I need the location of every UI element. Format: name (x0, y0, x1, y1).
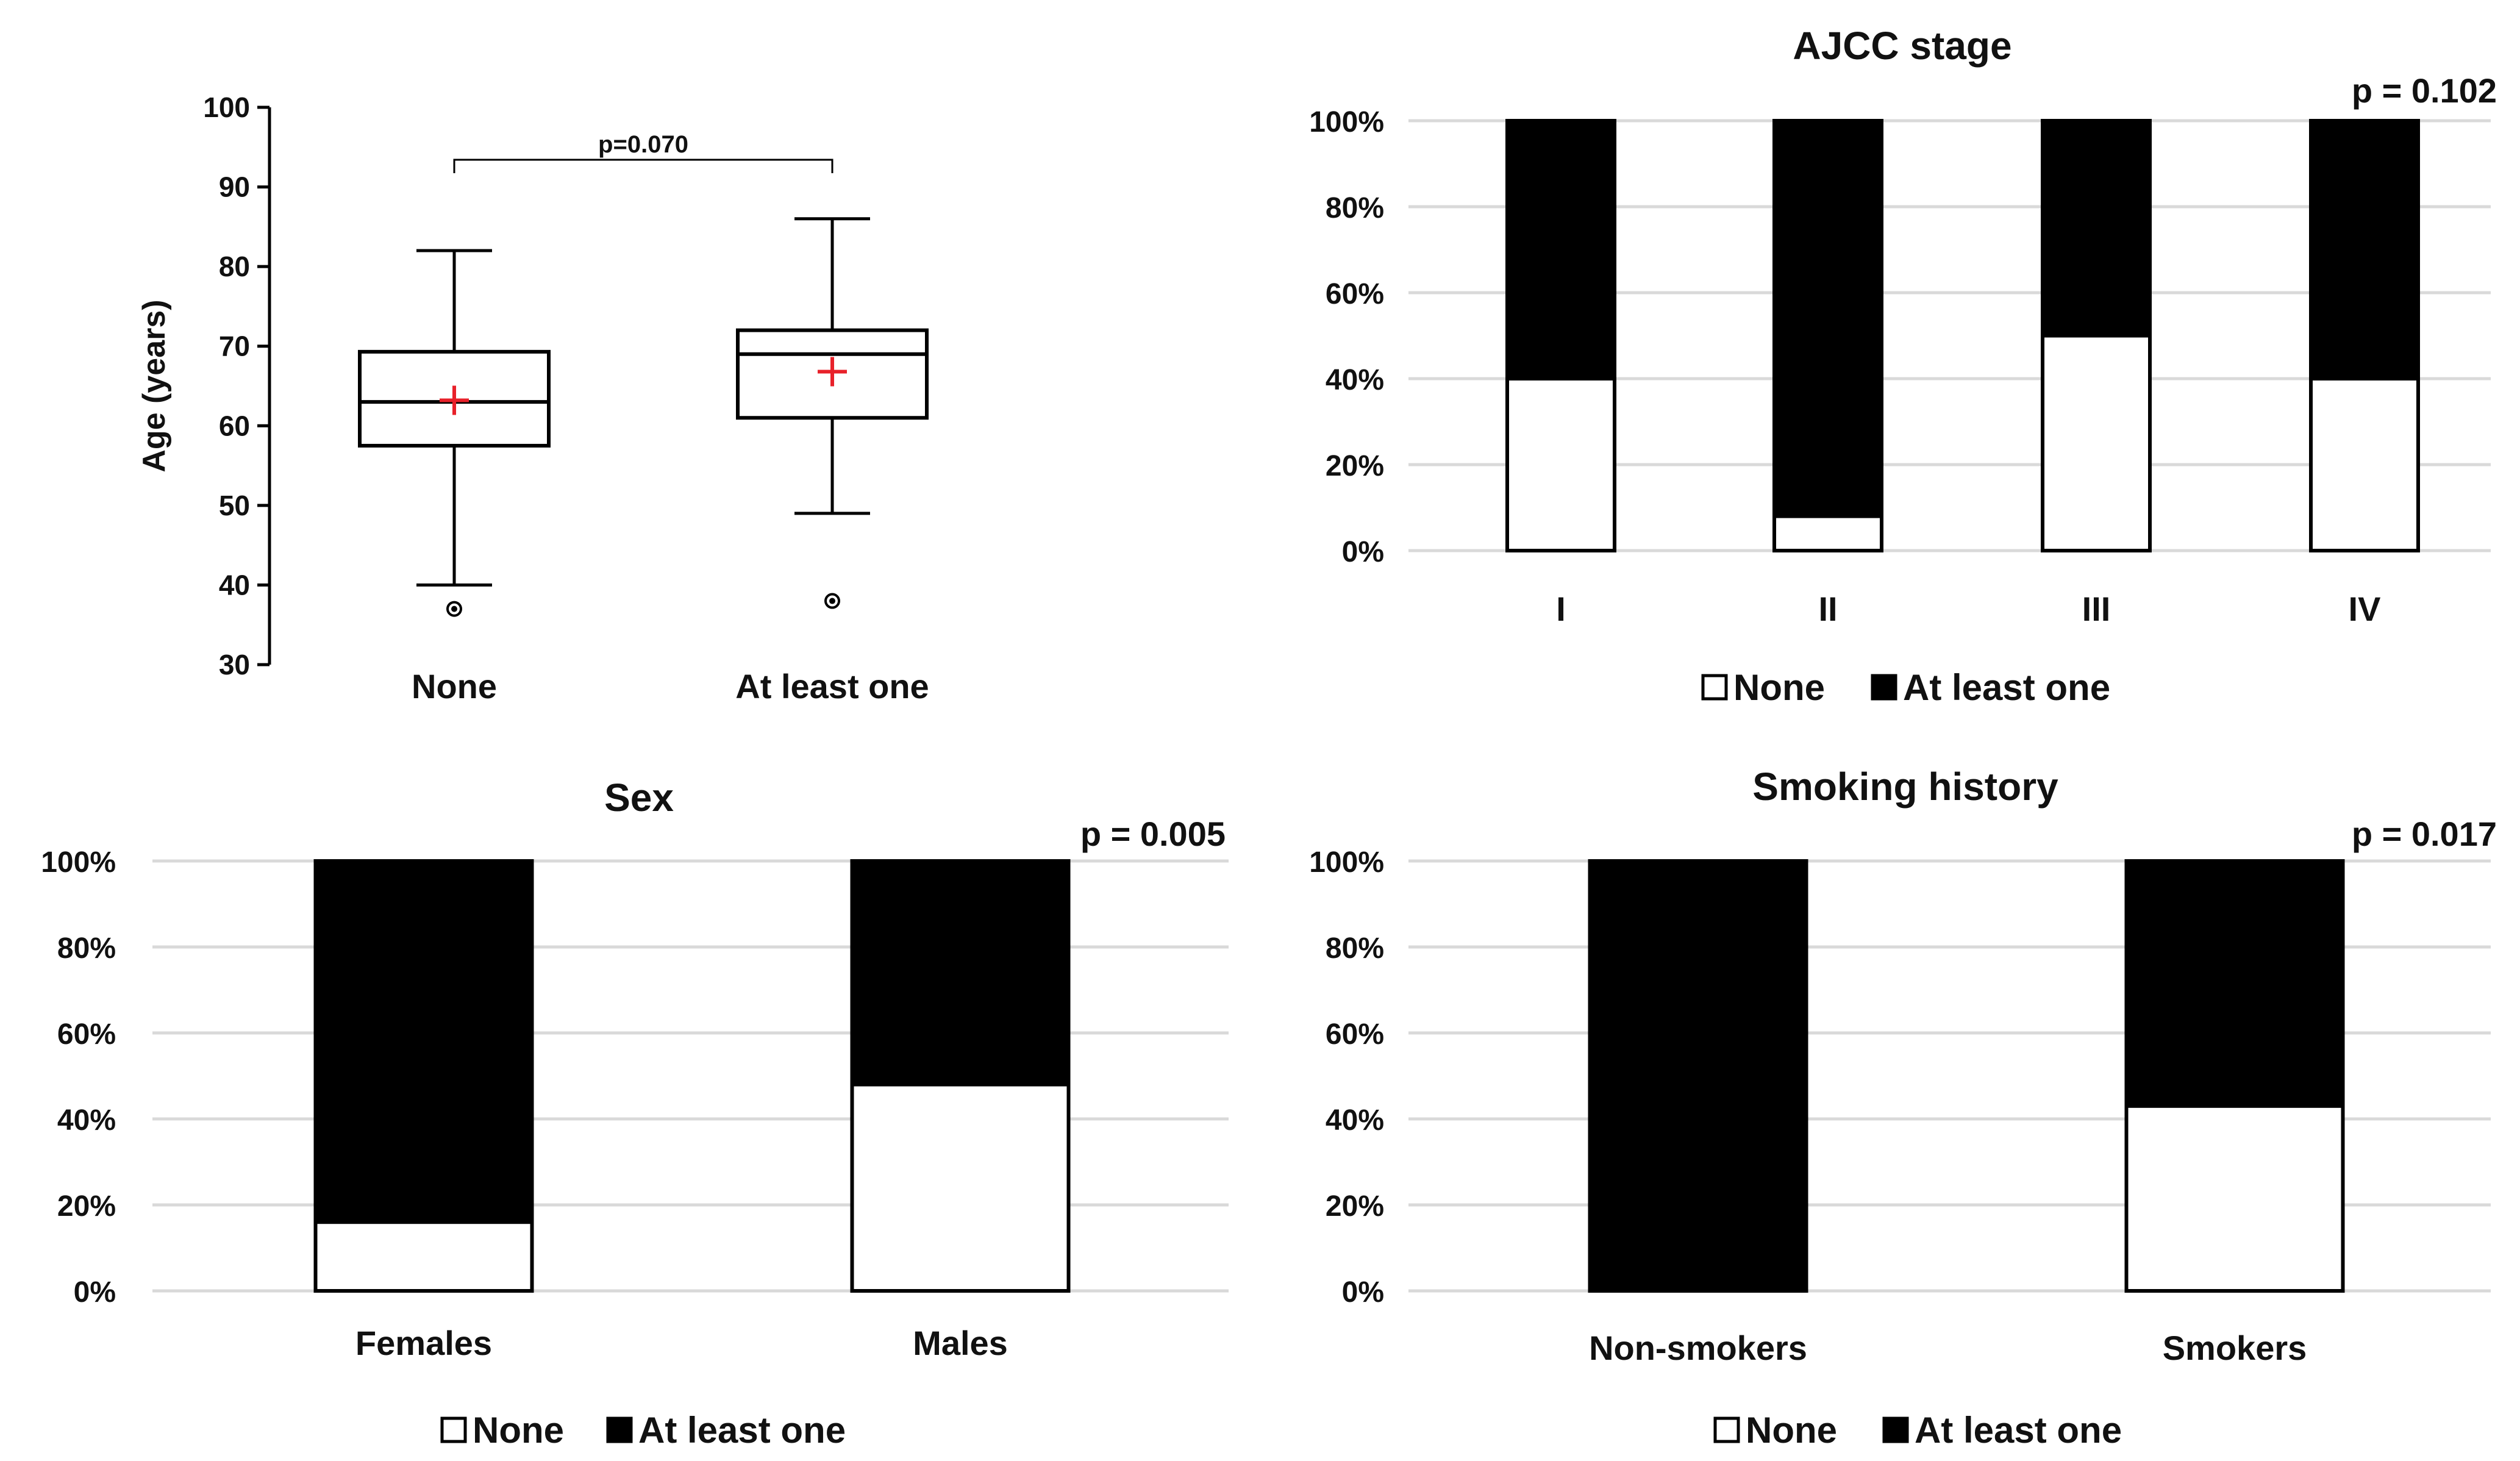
bar-segment-at-least-one (1505, 119, 1616, 380)
legend-label-none: None (473, 1410, 564, 1451)
y-tick-label: 0% (74, 1276, 116, 1309)
legend-swatch-at-least-one (1871, 674, 1897, 701)
legend-swatch-at-least-one (1882, 1416, 1909, 1443)
x-category-label: IV (2349, 590, 2381, 628)
y-tick-label: 90 (219, 171, 250, 203)
legend-label-at-least-one: At least one (638, 1410, 846, 1451)
y-tick-label: 40% (1326, 364, 1384, 396)
y-tick-label: 0% (1342, 1276, 1384, 1309)
y-tick-label: 60% (1326, 1018, 1384, 1051)
y-tick-label: 80% (57, 932, 116, 965)
x-category-label: III (2082, 590, 2111, 628)
p-value-label: p = 0.102 (2352, 71, 2497, 110)
bar-segment-at-least-one (1588, 859, 1808, 1293)
x-category-label: Non-smokers (1589, 1329, 1807, 1367)
y-tick-label: 60% (57, 1018, 116, 1051)
legend-swatch-none (1713, 1416, 1740, 1443)
bar-segment-at-least-one (1772, 119, 1883, 518)
bar-segment-none (2041, 334, 2152, 552)
y-tick-label: 40% (57, 1104, 116, 1137)
y-tick-label: 80% (1326, 192, 1384, 224)
chart-title: Smoking history (1752, 765, 2058, 809)
p-value-label: p = 0.005 (1080, 815, 1226, 853)
bar-segment-at-least-one (2041, 119, 2152, 338)
y-tick-label: 20% (1326, 1190, 1384, 1223)
legend-label-at-least-one: At least one (1903, 667, 2110, 708)
x-category-label: Males (913, 1324, 1008, 1362)
legend-swatch-none (440, 1416, 467, 1443)
comparison-bracket (453, 159, 833, 173)
age-boxplot-panel: 30 40 50 60 70 80 90 100 Age (years) None At least… (137, 91, 929, 705)
bar-segment-none (2309, 377, 2420, 552)
bar-segment-none (850, 1082, 1071, 1293)
x-category-label: None (412, 667, 497, 705)
bar-segment-none (313, 1220, 534, 1293)
bar-segment-at-least-one (2124, 859, 2345, 1108)
legend-swatch-none (1701, 674, 1728, 701)
y-tick-label: 80 (219, 251, 250, 282)
bar-segment-none (1505, 377, 1616, 552)
y-axis-title: Age (years) (137, 299, 172, 472)
y-tick-label: 60% (1326, 278, 1384, 310)
bar-segment-at-least-one (850, 859, 1071, 1087)
p-value-label: p = 0.017 (2352, 815, 2497, 853)
comparison-p-value: p=0.070 (598, 131, 688, 158)
y-tick-label: 20% (57, 1190, 116, 1223)
y-tick-label: 60 (219, 410, 250, 441)
legend-swatch-at-least-one (606, 1416, 633, 1443)
y-tick-label: 70 (219, 330, 250, 362)
y-tick-label: 0% (1342, 536, 1384, 568)
y-tick-label: 20% (1326, 450, 1384, 482)
legend-label-none: None (1733, 667, 1825, 708)
x-category-label: Females (355, 1324, 492, 1362)
x-category-label: Smokers (2163, 1329, 2307, 1367)
y-tick-label: 40% (1326, 1104, 1384, 1137)
y-tick-label: 100% (41, 846, 116, 879)
chart-title: AJCC stage (1793, 24, 2011, 68)
y-tick-label: 100% (1309, 846, 1384, 879)
y-tick-label: 100% (1309, 106, 1384, 138)
y-tick-label: 100 (203, 91, 250, 123)
bar-segment-at-least-one (313, 859, 534, 1224)
y-tick-label: 40 (219, 569, 250, 601)
x-category-label: At least one (735, 667, 929, 705)
chart-title: Sex (604, 776, 674, 820)
bar-segment-none (2124, 1104, 2345, 1293)
bar-segment-at-least-one (2309, 119, 2420, 380)
outlier-dot (829, 598, 835, 604)
y-tick-label: 80% (1326, 932, 1384, 965)
legend-label-none: None (1746, 1410, 1837, 1451)
y-tick-label: 30 (219, 649, 250, 680)
legend-label-at-least-one: At least one (1915, 1410, 2122, 1451)
x-category-label: II (1818, 590, 1837, 628)
sex-panel: Sex p = 0.005 0% 20% 40% 60% 80% 100% Females Mal… (41, 776, 1229, 1451)
x-category-label: I (1556, 590, 1566, 628)
bar-segment-none (1772, 514, 1883, 552)
outlier-dot (451, 605, 457, 612)
y-tick-label: 50 (219, 490, 250, 521)
smoking-history-panel: Smoking history p = 0.017 0% 20% 40% 60% 80% 10… (1309, 765, 2497, 1451)
